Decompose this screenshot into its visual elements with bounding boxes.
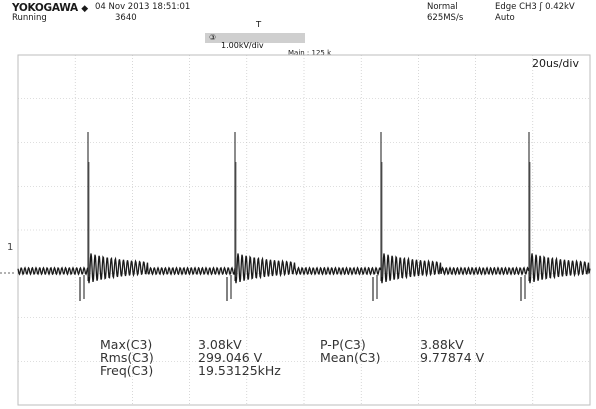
channel-3-icon: ③: [209, 33, 217, 42]
trigger-setting: Edge CH3 ʃ 0.42kV: [495, 2, 575, 12]
measure-label-mean: Mean(C3): [320, 350, 381, 365]
measure-label-rms: Rms(C3): [100, 350, 154, 365]
measure-labels-col2: P-P(C3) Mean(C3): [320, 338, 381, 364]
measure-value-pp: 3.88kV: [420, 337, 464, 352]
measure-label-max: Max(C3): [100, 337, 153, 352]
diamond-icon: ◆: [81, 4, 88, 14]
trigger-mode: Auto: [495, 13, 515, 23]
measure-label-freq: Freq(C3): [100, 363, 154, 378]
acquisition-count: 3640: [115, 13, 137, 23]
measure-label-pp: P-P(C3): [320, 337, 366, 352]
channel-scale: 1.00kV/div: [221, 41, 264, 50]
main-record-length: Main : 125 k: [288, 49, 332, 57]
date-time: 04 Nov 2013 18:51:01: [95, 2, 191, 12]
brand-logo: YOKOGAWA ◆: [12, 3, 88, 14]
sample-rate: 625MS/s: [427, 13, 464, 23]
measure-values-col1: 3.08kV 299.046 V 19.53125kHz: [198, 338, 281, 377]
acquisition-mode: Normal: [427, 2, 458, 12]
waveform-trace: [0, 132, 591, 301]
measure-values-col2: 3.88kV 9.77874 V: [420, 338, 484, 364]
run-status: Running: [12, 13, 47, 23]
measure-value-freq: 19.53125kHz: [198, 363, 281, 378]
channel-scale-bar: 1.00kV/div: [205, 33, 305, 50]
measure-labels-col1: Max(C3) Rms(C3) Freq(C3): [100, 338, 154, 377]
ground-level-icon: 1: [7, 242, 14, 253]
brand-name: YOKOGAWA: [12, 2, 78, 14]
measure-value-max: 3.08kV: [198, 337, 242, 352]
measure-value-rms: 299.046 V: [198, 350, 263, 365]
measure-value-mean: 9.77874 V: [420, 350, 485, 365]
waveform-signal: [17, 253, 591, 284]
trigger-position-icon: ꓔ: [256, 20, 262, 30]
timebase: 20us/div: [532, 57, 579, 70]
